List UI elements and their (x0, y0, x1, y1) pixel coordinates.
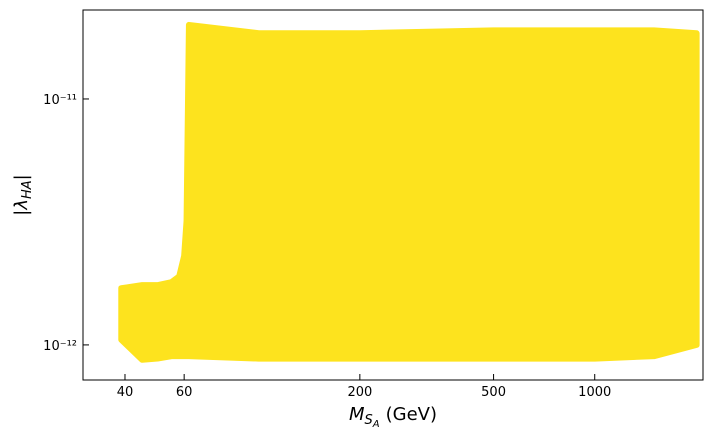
y-axis-label: |λHA| (11, 174, 35, 215)
x-tick-label: 500 (481, 385, 506, 400)
y-tick-label: 10⁻¹² (43, 339, 77, 354)
scatter-region (118, 21, 700, 363)
x-label-unit: (GeV) (386, 404, 437, 425)
x-label-subsub: A (372, 419, 380, 430)
x-label-symbol: M (349, 404, 365, 425)
x-label-sub: S (365, 413, 373, 428)
y-label-sub: HA (20, 180, 35, 199)
y-tick-label: 10⁻¹¹ (43, 93, 77, 108)
x-tick-label: 200 (347, 385, 372, 400)
x-tick-label: 1000 (578, 385, 611, 400)
x-axis-label: MSA (GeV) (349, 404, 437, 430)
x-tick-label: 40 (117, 385, 134, 400)
y-label-close: | (11, 174, 32, 180)
plot-frame (82, 9, 704, 381)
x-tick-label: 60 (176, 385, 193, 400)
y-label-open: |λ (11, 199, 32, 216)
